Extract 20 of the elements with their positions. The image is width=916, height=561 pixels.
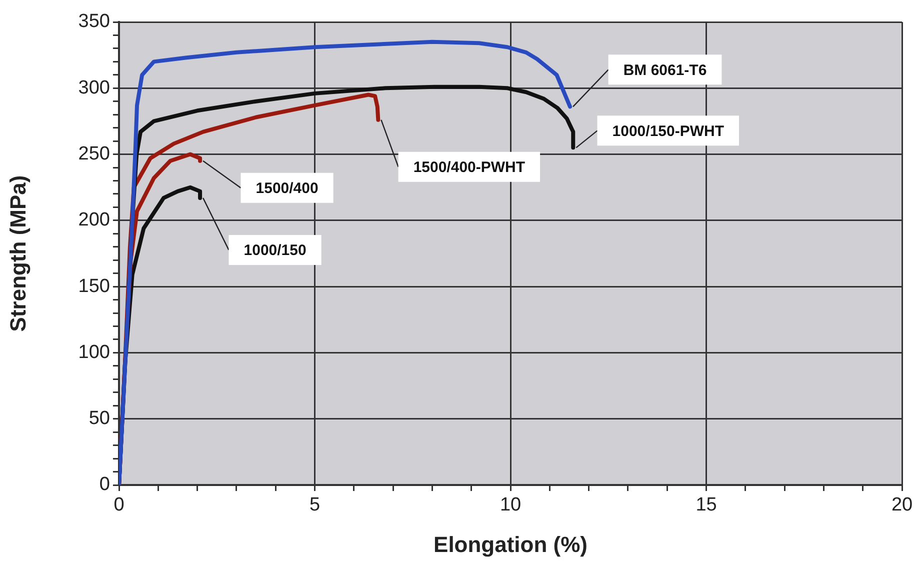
- text: 1000/150: [244, 242, 306, 260]
- y-tick-label: 0: [99, 474, 110, 496]
- x-tick-label: 20: [891, 494, 913, 516]
- y-axis-title: Strength (MPa): [5, 175, 30, 332]
- text: BM 6061-T6: [623, 62, 707, 79]
- x-tick-label: 10: [500, 494, 522, 516]
- y-tick-label: 300: [78, 77, 110, 98]
- x-axis-title: Elongation (%): [434, 532, 588, 557]
- text: 1000/150-PWHT: [612, 122, 724, 140]
- y-tick-label: 200: [78, 210, 110, 231]
- x-tick-label: 0: [114, 494, 124, 516]
- text: 1500/400: [256, 180, 318, 198]
- y-tick-label: 150: [78, 276, 110, 297]
- y-tick-label: 350: [78, 11, 110, 32]
- x-tick-label: 15: [696, 494, 717, 516]
- y-tick-label: 250: [78, 144, 110, 165]
- text: 1500/400-PWHT: [413, 159, 526, 176]
- x-tick-label: 5: [309, 494, 320, 516]
- y-tick-label: 100: [78, 342, 110, 363]
- y-tick-label: 50: [88, 408, 110, 430]
